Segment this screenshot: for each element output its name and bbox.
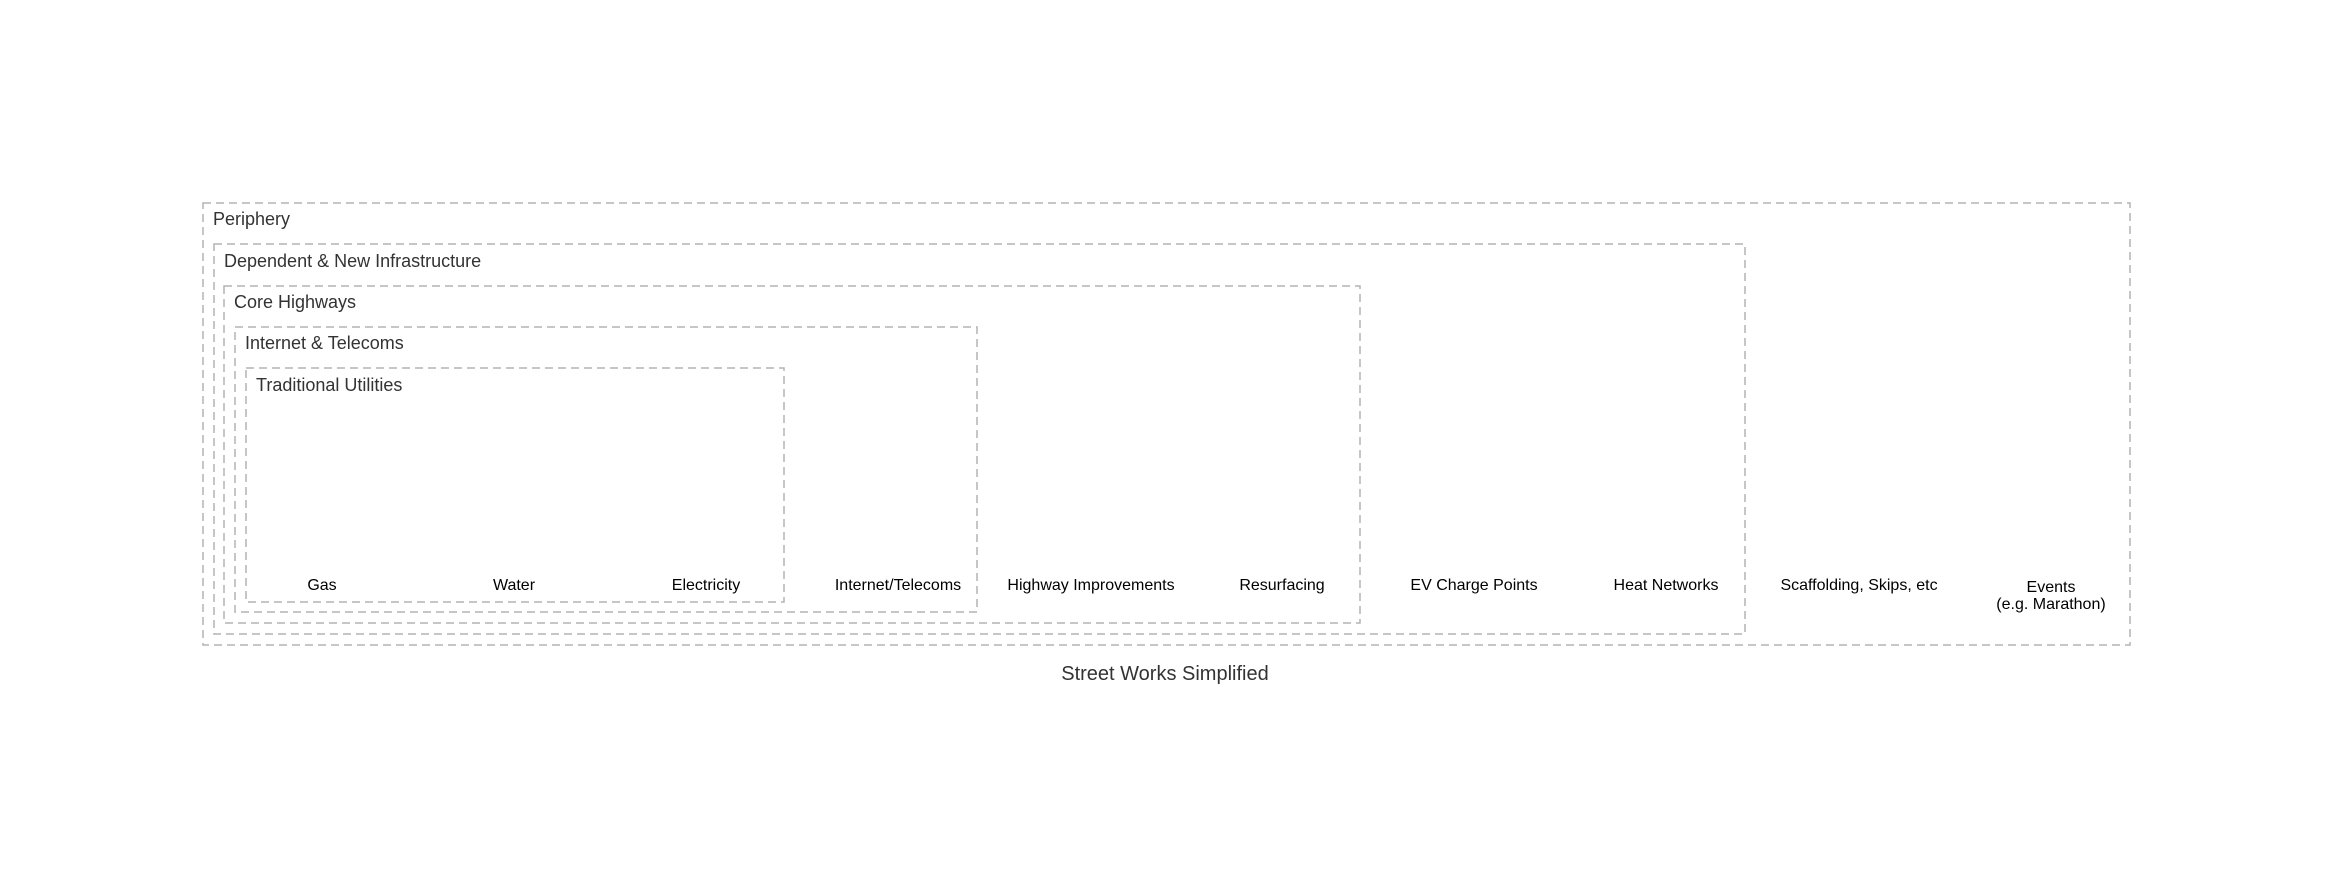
cluster-periphery-label: Periphery [213,209,290,229]
node-internet-telecoms: Internet/Telecoms [835,577,961,594]
cluster-periphery: Periphery [202,202,2131,646]
nodes: Gas Water Electricity Internet/Telecoms … [307,577,2105,613]
cluster-internet-border [234,326,978,613]
node-resurfacing: Resurfacing [1239,577,1324,594]
cluster-dependent-new-infrastructure: Dependent & New Infrastructure [213,243,1746,635]
node-highway-improvements: Highway Improvements [1007,577,1174,594]
cluster-dependent-label: Dependent & New Infrastructure [224,251,481,271]
node-gas: Gas [307,577,336,594]
node-ev-charge-points: EV Charge Points [1410,577,1537,594]
node-heat-networks: Heat Networks [1614,577,1719,594]
node-water: Water [493,577,536,594]
node-scaffolding: Scaffolding, Skips, etc [1780,577,1937,594]
cluster-core-label: Core Highways [234,292,356,312]
node-events: Events [2027,579,2076,596]
diagram-caption: Street Works Simplified [1061,663,1268,685]
cluster-traditional-border [245,367,785,603]
cluster-traditional-label: Traditional Utilities [256,375,402,395]
node-electricity: Electricity [672,577,740,594]
cluster-internet-label: Internet & Telecoms [245,333,404,353]
cluster-periphery-border [202,202,2131,646]
cluster-core-highways: Core Highways [223,285,1361,624]
cluster-core-border [223,285,1361,624]
cluster-internet-telecoms: Internet & Telecoms [234,326,978,613]
cluster-traditional-utilities: Traditional Utilities [245,367,785,603]
cluster-dependent-border [213,243,1746,635]
node-events-subtitle: (e.g. Marathon) [1996,596,2105,613]
